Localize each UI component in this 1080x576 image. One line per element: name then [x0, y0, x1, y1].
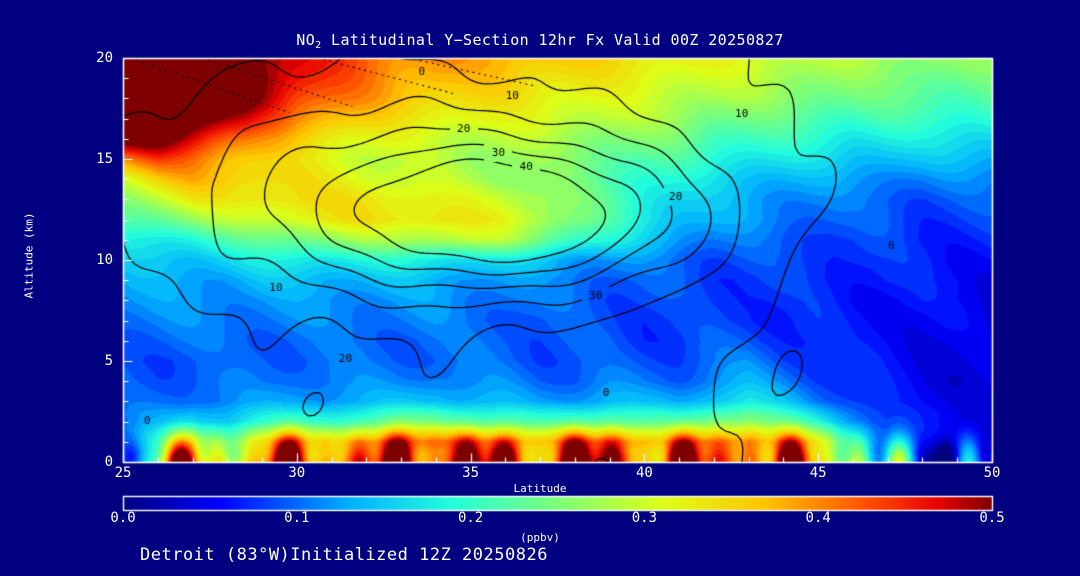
colorbar-tick-label: 0.5: [979, 510, 1005, 526]
colorbar-tick-label: 0.1: [284, 510, 310, 526]
x-axis-label: Latitude: [513, 482, 567, 495]
y-tick-label: 20: [96, 50, 113, 66]
chart-title: NO2 Latitudinal Y−Section 12hr Fx Valid …: [0, 31, 1080, 51]
colorbar-tick-label: 0.2: [457, 510, 484, 526]
x-tick-label: 45: [809, 465, 827, 481]
x-tick-label: 40: [635, 465, 653, 481]
y-tick-label: 5: [104, 353, 113, 369]
figure-caption: Detroit (83°W)Initialized 12Z 20250826: [140, 545, 548, 565]
colorbar-tick-label: 0.4: [805, 510, 831, 526]
y-tick-label: 15: [96, 151, 113, 167]
x-tick-label: 25: [114, 465, 132, 481]
x-tick-label: 30: [288, 465, 306, 481]
chart-title-rest: Latitudinal Y−Section 12hr Fx Valid 00Z …: [321, 31, 784, 49]
y-tick-label: 0: [104, 454, 113, 470]
colorbar-units-label: (ppbv): [520, 531, 560, 544]
x-tick-label: 35: [462, 465, 480, 481]
y-tick-label: 10: [96, 252, 113, 268]
chart-title-main: NO: [296, 31, 316, 49]
y-axis-label: Altitude (km): [22, 212, 36, 299]
x-tick-label: 50: [983, 465, 1001, 481]
chart-title-subscript: 2: [315, 40, 322, 51]
colorbar-tick-label: 0.3: [631, 510, 658, 526]
colorbar-tick-label: 0.0: [110, 510, 136, 526]
